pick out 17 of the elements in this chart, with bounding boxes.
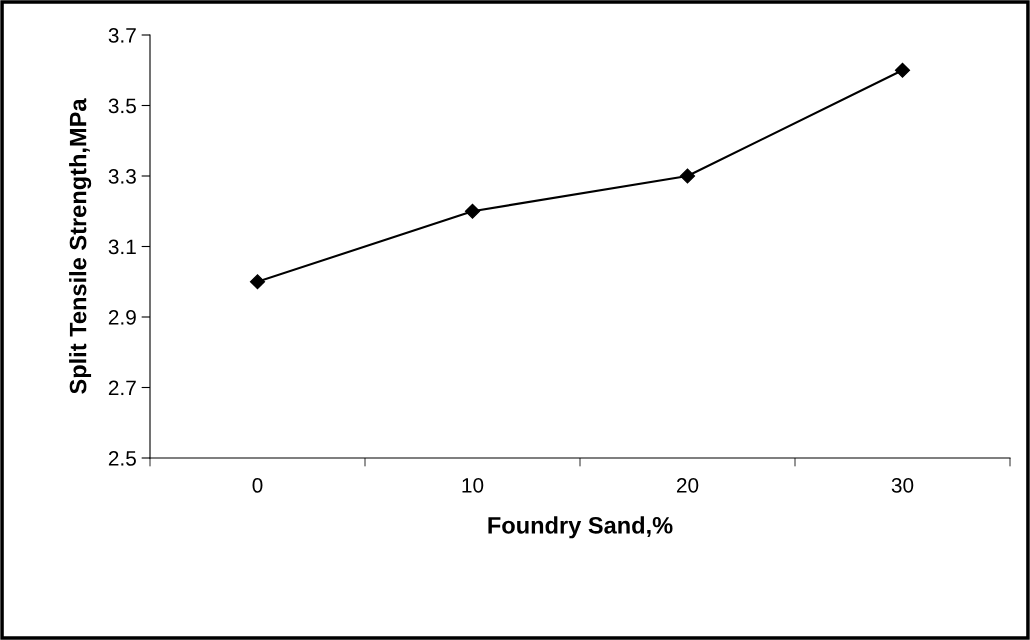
x-tick-label: 30 — [891, 477, 914, 493]
y-axis-title: Split Tensile Strength,MPa — [69, 98, 92, 394]
point — [679, 168, 696, 184]
point — [464, 203, 481, 219]
y-tick-label: 3.7 — [108, 28, 136, 43]
y-tick-label: 3.1 — [108, 239, 136, 255]
y-tick-label: 2.5 — [108, 451, 136, 466]
y-tick-label: 2.9 — [108, 310, 136, 325]
y-tick-label: 3.5 — [108, 98, 136, 114]
x-tick-label: 10 — [462, 477, 484, 493]
y-tick-label: 3.3 — [108, 169, 136, 184]
y-tick-label: 2.7 — [108, 380, 136, 396]
x-axis-title: Foundry Sand,% — [488, 516, 673, 539]
point — [894, 62, 911, 78]
x-tick-label: 20 — [676, 477, 699, 493]
x-tick-label: 0 — [252, 477, 263, 493]
point — [249, 274, 266, 290]
